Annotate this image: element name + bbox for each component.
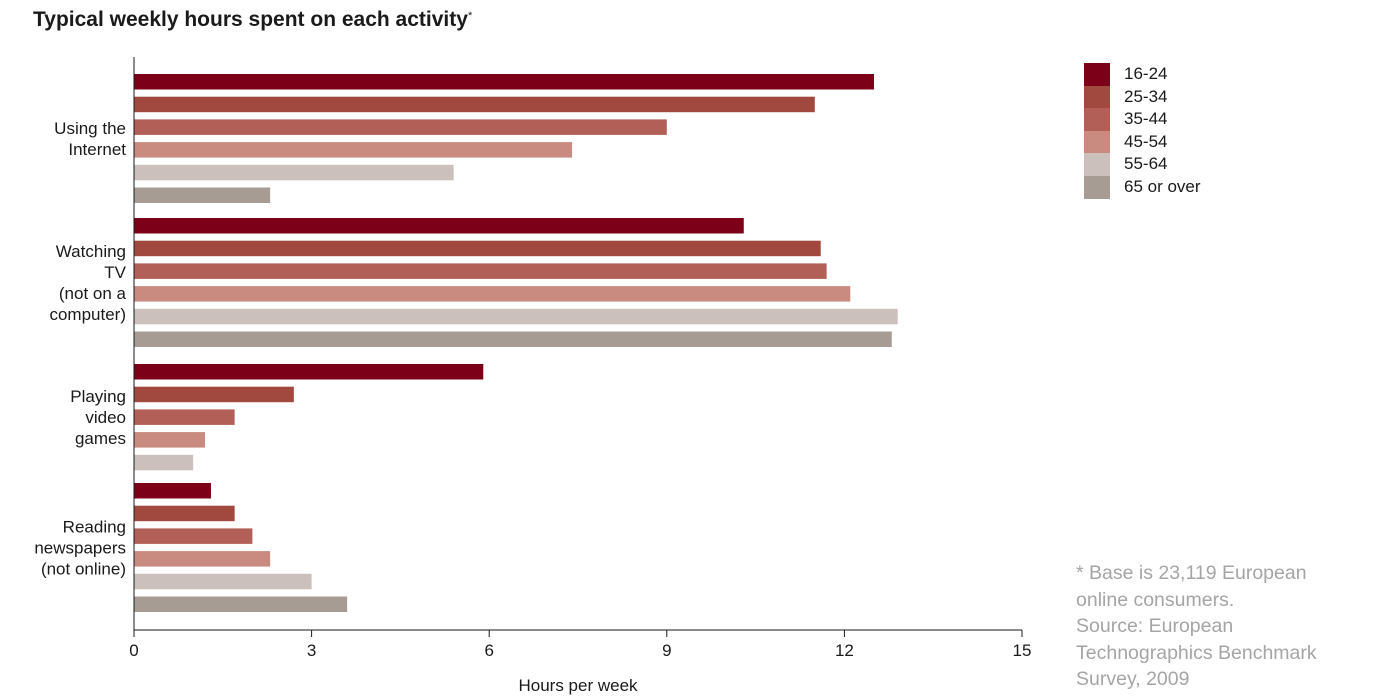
legend-item: 55-64: [1084, 153, 1284, 176]
x-tick-label: 9: [662, 641, 671, 660]
legend-swatch: [1084, 130, 1110, 154]
footnote-line: Source: European: [1076, 615, 1234, 637]
legend-label: 35-44: [1124, 109, 1168, 129]
x-tick-label: 3: [307, 641, 316, 660]
bar: [134, 286, 851, 302]
category-label: games: [75, 429, 126, 448]
bar: [134, 308, 898, 325]
bar: [134, 432, 206, 448]
category-label: Playing: [70, 387, 126, 406]
bar: [134, 364, 484, 380]
category-label: Reading: [63, 518, 126, 537]
category-label: Watching: [56, 242, 126, 261]
category-label: computer): [49, 305, 126, 324]
bar: [134, 331, 892, 347]
legend-swatch: [1084, 175, 1110, 199]
legend-swatch: [1084, 63, 1110, 86]
legend-item: 65 or over: [1084, 175, 1284, 199]
category-label: (not online): [41, 560, 126, 579]
category-label: Using the: [54, 119, 126, 138]
x-tick-label: 0: [129, 641, 138, 660]
bar: [134, 74, 874, 90]
category-label: video: [85, 408, 126, 427]
category-label: (not on a: [59, 284, 127, 303]
bar: [134, 596, 348, 612]
axes-group: 0 3 6 9 12 15 Hours per week: [129, 57, 1031, 695]
bar: [134, 96, 815, 113]
bar: [134, 505, 235, 522]
bar: [134, 409, 235, 425]
footnote: * Base is 23,119 European online consume…: [1076, 560, 1386, 693]
legend-swatch: [1084, 153, 1110, 176]
bar: [134, 119, 667, 135]
x-axis-title: Hours per week: [518, 676, 638, 695]
bar: [134, 454, 194, 471]
legend-item: 25-34: [1084, 85, 1284, 109]
bar: [134, 551, 271, 567]
bar: [134, 164, 454, 181]
legend-label: 55-64: [1124, 154, 1168, 174]
footnote-line: Survey, 2009: [1076, 668, 1190, 690]
category-label: newspapers: [34, 539, 126, 558]
legend-label: 25-34: [1124, 86, 1168, 106]
bar: [134, 263, 827, 279]
bar: [134, 573, 312, 590]
bar: [134, 386, 294, 403]
legend-item: 16-24: [1084, 63, 1284, 86]
legend-item: 45-54: [1084, 130, 1284, 154]
category-labels-group: Using the Internet Watching TV (not on a comp…: [34, 119, 126, 579]
legend-item: 35-44: [1084, 108, 1284, 131]
bar: [134, 187, 271, 203]
legend-label: 45-54: [1124, 131, 1168, 151]
x-tick-label: 12: [835, 641, 854, 660]
bar: [134, 483, 211, 499]
bar: [134, 240, 821, 257]
footnote-line: * Base is 23,119 European: [1076, 562, 1307, 584]
bar: [134, 528, 253, 544]
x-tick-label: 6: [484, 641, 493, 660]
legend-swatch: [1084, 108, 1110, 131]
legend: 16-24 25-34 35-44 45-54 55-64 65 or over: [1084, 63, 1284, 199]
footnote-line: online consumers.: [1076, 588, 1235, 611]
legend-swatch: [1084, 85, 1110, 109]
bars-group: [134, 74, 898, 612]
chart-title: Typical weekly hours spent on each activ…: [33, 8, 473, 31]
legend-label: 16-24: [1124, 64, 1168, 83]
x-tick-label: 15: [1013, 641, 1032, 660]
category-label: Internet: [68, 140, 126, 159]
bar: [134, 218, 744, 234]
legend-label: 65 or over: [1124, 176, 1201, 196]
category-label: TV: [104, 263, 126, 282]
footnote-line: Technographics Benchmark: [1076, 641, 1317, 664]
bar: [134, 142, 573, 158]
